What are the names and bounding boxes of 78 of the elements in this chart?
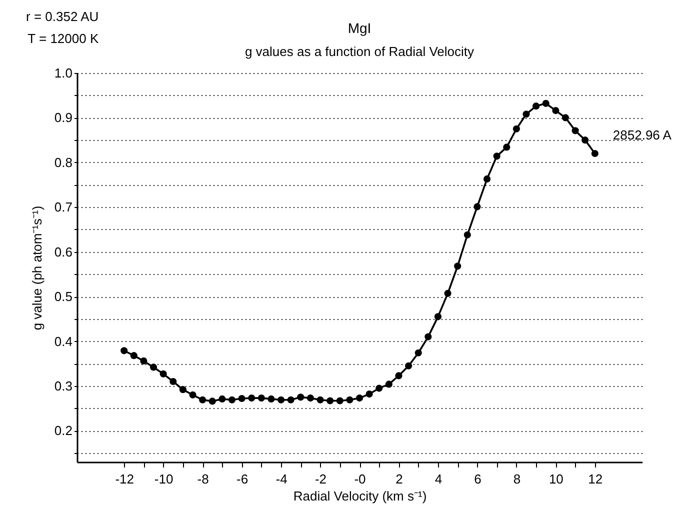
y-tick-label: 0.3: [54, 378, 72, 394]
point: [189, 391, 196, 398]
y-tick-label: 0.6: [54, 244, 72, 260]
point: [464, 231, 471, 238]
point: [150, 364, 158, 371]
point: [140, 357, 148, 364]
point: [277, 396, 285, 404]
y-axis-title: g value (ph atom⁻¹s⁻¹): [29, 206, 44, 330]
x-tick-label: -0: [354, 472, 366, 486]
point: [434, 313, 442, 320]
point: [238, 394, 246, 402]
point: [346, 396, 354, 404]
point: [493, 152, 500, 160]
text: T = 12000 K: [26, 30, 99, 48]
point: [248, 394, 256, 402]
point: [542, 100, 550, 107]
x-tick-label: 4: [434, 472, 442, 486]
point: [170, 378, 177, 386]
point: [503, 144, 510, 151]
point: [552, 107, 560, 114]
point: [179, 386, 186, 394]
point: [268, 395, 275, 402]
y-tick-label: 0.7: [54, 200, 72, 215]
point: [208, 398, 216, 405]
point: [120, 347, 128, 354]
point: [218, 395, 226, 402]
point: [130, 352, 138, 360]
point: [297, 394, 304, 401]
point: [572, 127, 579, 134]
point: [376, 384, 383, 392]
x-tick-label: 8: [513, 472, 521, 486]
y-tick-label: 0.9: [54, 110, 72, 126]
x-tick-label: -10: [154, 472, 174, 486]
point: [366, 390, 373, 398]
x-tick-label: -6: [236, 472, 248, 486]
point: [316, 396, 324, 404]
x-tick-label: 12: [588, 472, 603, 486]
series-label: 2852.96 A: [612, 127, 672, 142]
point: [424, 333, 432, 340]
point: [395, 372, 402, 380]
point: [326, 397, 334, 404]
y-tick-label: 0.5: [54, 289, 72, 304]
point: [522, 110, 530, 118]
point: [258, 394, 265, 402]
x-axis-title: Radial Velocity (km s⁻¹): [293, 488, 427, 504]
y-tick-label: 0.8: [54, 154, 72, 170]
x-tick-label: -2: [314, 472, 327, 486]
point: [199, 396, 206, 404]
point: [532, 102, 540, 110]
point: [306, 394, 314, 402]
point: [336, 397, 344, 404]
y-tick-label: 0.4: [54, 334, 72, 349]
point: [405, 362, 412, 370]
point: [414, 349, 422, 356]
point: [228, 396, 236, 404]
chart-subtitle: g values as a function of Radial Velocity: [244, 44, 475, 59]
x-tick-label: 10: [548, 472, 564, 486]
point: [512, 125, 520, 132]
x-tick-label: 2: [396, 472, 403, 486]
point: [582, 136, 589, 144]
point: [454, 262, 462, 270]
point: [385, 380, 392, 388]
x-tick-label: -4: [276, 472, 288, 486]
point: [287, 396, 294, 404]
point: [562, 114, 570, 122]
point: [444, 290, 452, 297]
point: [591, 150, 598, 158]
y-tick-label: 1.0: [54, 66, 72, 80]
x-tick-label: -12: [115, 472, 134, 486]
point: [483, 175, 491, 182]
point: [474, 203, 481, 210]
text: r = 0.352 AU: [26, 8, 99, 26]
y-tick-label: 0.2: [54, 423, 72, 438]
point: [160, 370, 167, 378]
point: [356, 394, 364, 402]
x-tick-label: -8: [197, 472, 209, 486]
x-tick-label: 6: [474, 472, 482, 486]
chart-title: MgI: [348, 20, 372, 36]
